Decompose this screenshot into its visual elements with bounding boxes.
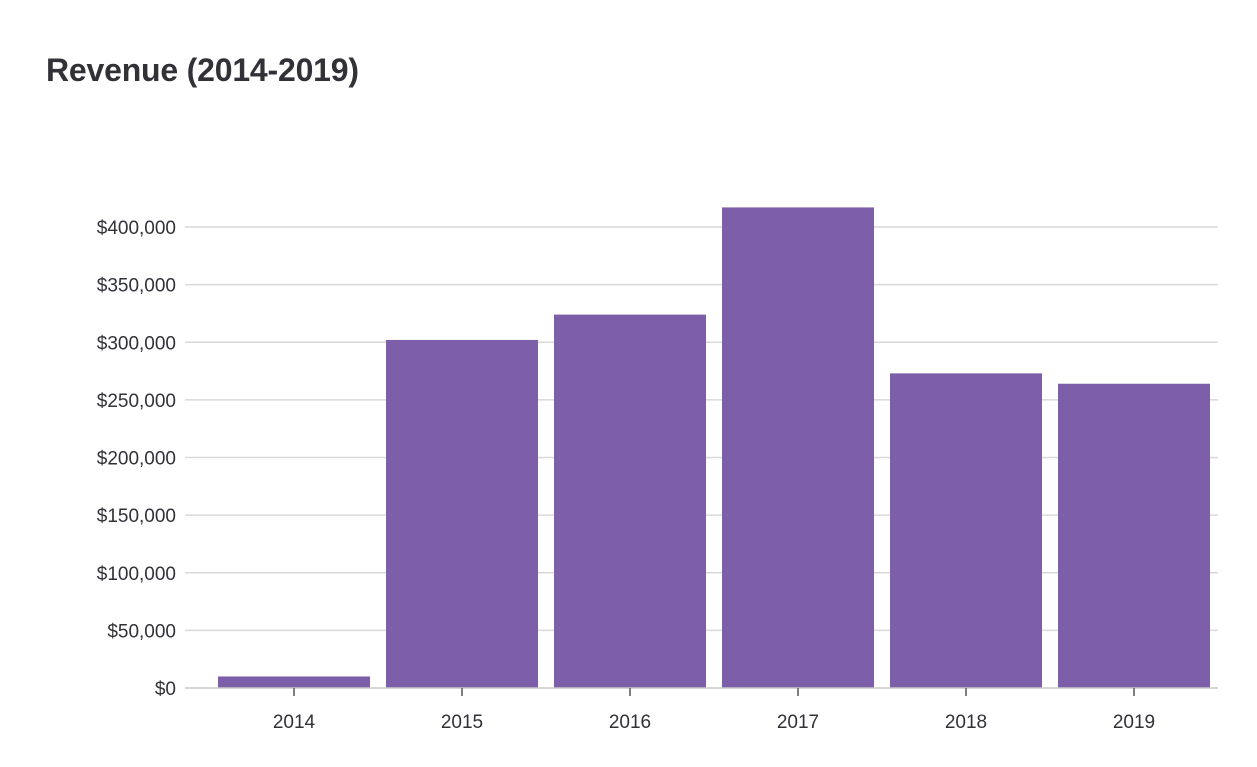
bars (218, 207, 1210, 688)
x-tick-label: 2019 (1113, 712, 1155, 733)
y-tick-label: $50,000 (107, 621, 176, 642)
bar-2018 (890, 373, 1042, 688)
y-tick-label: $400,000 (97, 218, 176, 239)
y-tick-label: $250,000 (97, 391, 176, 412)
x-tick-label: 2016 (609, 712, 651, 733)
y-tick-label: $200,000 (97, 449, 176, 470)
bar-2017 (722, 207, 874, 688)
y-tick-label: $350,000 (97, 276, 176, 297)
y-tick-label: $150,000 (97, 506, 176, 527)
y-tick-label: $0 (155, 679, 176, 700)
y-axis-labels: $0 $50,000 $100,000 $150,000 $200,000 $250,00… (97, 218, 176, 700)
chart-title: Revenue (2014-2019) (46, 52, 359, 88)
x-axis (185, 687, 1218, 696)
x-tick-label: 2017 (777, 712, 819, 733)
bar-2014 (218, 676, 370, 688)
x-tick-label: 2015 (441, 712, 483, 733)
y-tick-label: $100,000 (97, 564, 176, 585)
bar-2019 (1058, 383, 1210, 688)
x-axis-labels: 2014 2015 2016 2017 2018 2019 (273, 712, 1155, 733)
y-tick-label: $300,000 (97, 333, 176, 354)
x-tick-label: 2018 (945, 712, 987, 733)
x-tick-label: 2014 (273, 712, 316, 733)
bar-2016 (554, 314, 706, 688)
bar-2015 (386, 339, 538, 688)
